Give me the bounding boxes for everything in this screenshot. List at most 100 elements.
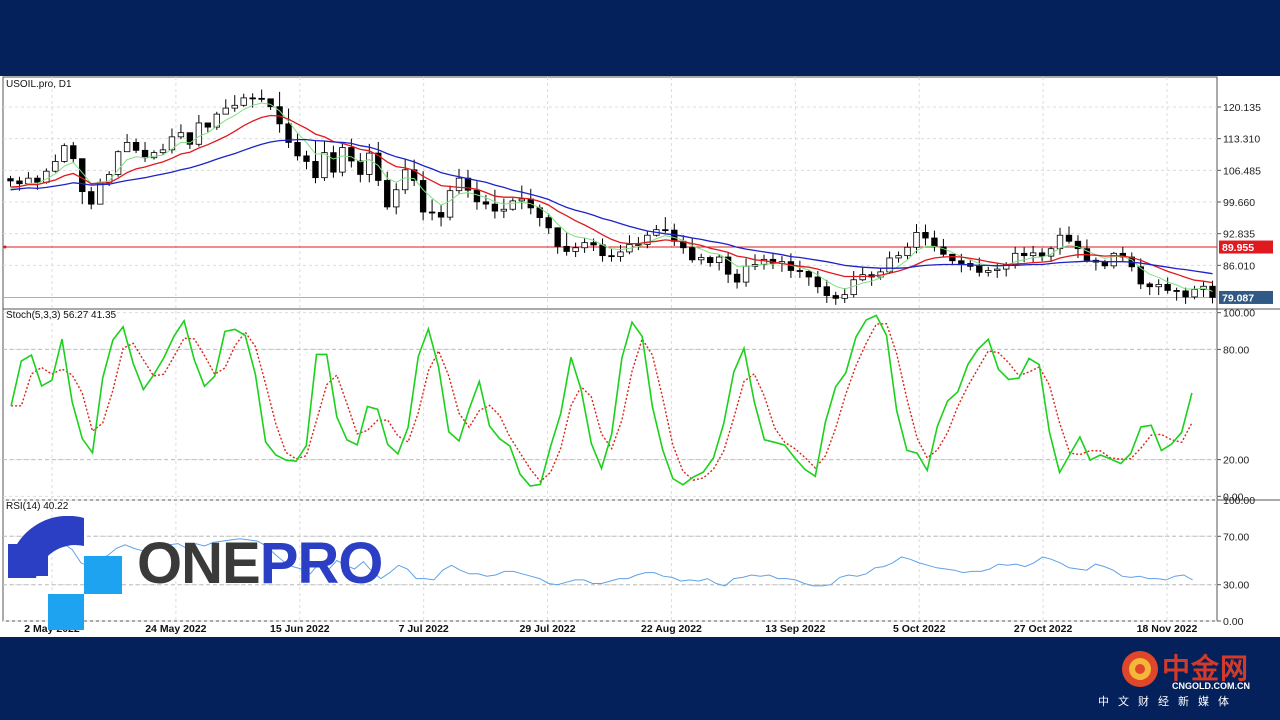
candle-body [913,232,920,248]
candle-body [7,178,14,182]
candle-body [994,268,1001,271]
candle-body [97,181,104,205]
logo-text-pro: PRO [259,531,384,596]
candle-body [402,169,409,191]
y-tick-label: 100.00 [1223,308,1255,320]
candle-body [231,104,238,109]
candle-body [258,97,265,100]
y-tick-label: 86.010 [1223,260,1255,272]
x-tick-label: 7 Jul 2022 [399,623,449,635]
candle-body [482,201,490,205]
price-label-text: 89.955 [1222,242,1254,254]
candle-body [859,274,866,281]
candle-body [339,147,346,173]
candle-body [1038,252,1046,257]
candle-body [79,158,86,193]
candle-body [832,295,839,299]
candle-body [617,251,624,257]
candle-body [1011,252,1019,266]
moving-average-blue [10,138,1213,275]
candle-body [599,244,606,257]
candle-body [1164,284,1171,291]
candle-body [491,203,499,212]
y-tick-label: 30.00 [1223,580,1249,592]
candle-body [419,180,427,213]
y-tick-label: 92.835 [1223,229,1255,241]
stoch-pane-title: Stoch(5,3,3) 56.27 41.35 [6,310,117,321]
moving-average-red [10,114,1213,284]
candle-body [1029,252,1037,257]
candle-body [985,270,992,273]
candle-body [922,232,929,239]
candle-body [348,147,355,162]
candle-body [25,177,32,185]
candle-body [1137,266,1144,285]
candle-body [563,245,570,252]
candle-body [34,177,41,183]
candle-body [52,161,59,172]
candle-body [706,257,714,264]
watermark-url: CNGOLD.COM.CN [1172,681,1250,691]
candle-body [545,217,552,229]
price-label-box [1219,290,1273,304]
candle-body [285,123,292,143]
y-tick-label: 120.135 [1223,102,1261,114]
candle-body [204,122,212,128]
price-pane-title: USOIL.pro, D1 [6,79,72,90]
candle-body [70,145,77,160]
candle-body [303,155,310,162]
candle-body [904,246,911,257]
candle-body [1182,290,1189,298]
candle-body [249,97,256,100]
candle-body [312,161,319,179]
candle-body [581,242,588,249]
candle-body [590,242,597,246]
logo-block-bottom [48,594,84,630]
candle-body [698,257,705,261]
y-tick-label: 20.00 [1223,455,1249,467]
moving-average-green [10,102,1213,292]
candle-body [455,177,463,192]
chart-canvas: 120.135 113.310 106.485 99.660 92.835 86.010 1… [2,76,1280,635]
y-tick-label: 0.00 [1223,616,1244,628]
candle-body [733,273,741,283]
candle-body [366,152,373,175]
candle-body [222,107,229,115]
candle-body [267,98,274,108]
candle-body [114,151,122,175]
candle-body [1101,261,1109,267]
candle-body [437,212,445,218]
x-tick-label: 27 Oct 2022 [1014,623,1073,635]
price-label-box [1219,240,1273,254]
cngold-watermark: 中金网 CNGOLD.COM.CN 中文财经新媒体 [1098,647,1268,713]
candle-body [123,142,131,153]
candle-body [168,136,176,151]
y-tick-label: 0.00 [1223,491,1244,503]
candle-body [1065,234,1073,242]
candle-body [177,132,185,138]
candle-body [1110,252,1118,267]
stoch-signal-line [11,322,1193,483]
candle-body [159,149,167,154]
candle-body [608,255,615,258]
x-tick-label: 13 Sep 2022 [765,623,825,635]
y-tick-label: 113.310 [1223,134,1260,146]
onepro-logo [7,516,122,630]
candle-body [823,286,830,296]
reference-line-dot [3,245,7,249]
x-tick-label: 29 Jul 2022 [520,623,576,635]
candle-body [976,265,983,273]
x-tick-label: 5 Oct 2022 [893,623,946,635]
candle-body [931,237,938,248]
x-tick-label: 24 May 2022 [145,623,206,635]
y-tick-label: 106.485 [1223,165,1261,177]
candle-body [1146,283,1153,288]
logo-block-top [8,544,48,576]
candle-body [150,152,158,159]
x-tick-label: 15 Jun 2022 [270,623,330,635]
candle-body [572,247,579,252]
candle-body [1209,285,1216,298]
candle-body [724,256,732,275]
candle-body [428,211,436,214]
candle-body [384,180,391,208]
